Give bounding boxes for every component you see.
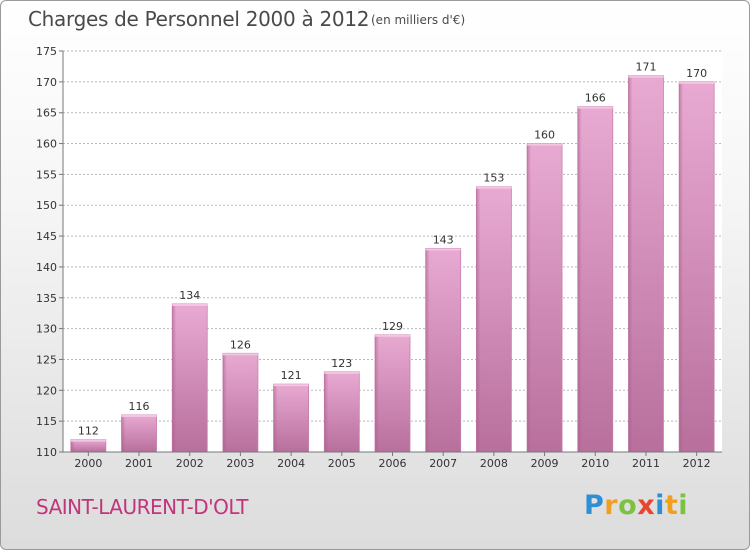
y-tick-label: 140 [36, 261, 57, 274]
x-tick-label: 2002 [176, 457, 204, 470]
x-tick-label: 2004 [277, 457, 305, 470]
x-tick-label: 2007 [429, 457, 457, 470]
bar-top [425, 248, 461, 251]
chart-subtitle: (en milliers d'€) [371, 13, 466, 27]
y-tick-label: 115 [36, 415, 57, 428]
bar [121, 414, 157, 453]
bar-top [172, 303, 208, 306]
bar-top [70, 439, 106, 442]
y-tick-label: 165 [36, 107, 57, 120]
x-tick-label: 2003 [226, 457, 254, 470]
bar-shade [527, 143, 532, 453]
bar [374, 334, 411, 453]
x-tick-label: 2006 [379, 457, 407, 470]
bar-shade [425, 248, 430, 452]
bar-shade [375, 334, 379, 452]
bar [425, 248, 462, 453]
x-tick-label: 2001 [125, 457, 153, 470]
bar-shade [324, 371, 329, 452]
y-tick-label: 120 [36, 384, 57, 397]
bar [475, 186, 512, 453]
bar [273, 383, 310, 453]
bar-top [577, 106, 613, 109]
bar-shade [70, 439, 75, 452]
x-tick-label: 2011 [632, 457, 660, 470]
logo-letter: i [678, 490, 689, 521]
bar [577, 106, 614, 453]
bar-value-label: 143 [433, 233, 454, 246]
y-tick-label: 175 [36, 45, 57, 58]
logo-letter: P [584, 490, 605, 521]
y-tick-label: 155 [36, 168, 57, 181]
bar-value-label: 160 [534, 129, 555, 142]
bar-shade [628, 75, 633, 452]
bar [678, 81, 715, 453]
y-tick-label: 110 [36, 446, 57, 459]
x-tick-label: 2012 [683, 457, 711, 470]
bar-value-label: 123 [331, 357, 352, 370]
bar-top [628, 75, 664, 78]
bar-value-label: 166 [585, 92, 606, 105]
x-tick-label: 2008 [480, 457, 508, 470]
bar-top [324, 371, 360, 374]
bar-top [476, 186, 512, 189]
bar-top [527, 143, 563, 146]
bar-shade [273, 384, 278, 452]
bar-shade [679, 81, 684, 452]
logo-letter: o [618, 490, 638, 521]
y-tick-label: 135 [36, 292, 57, 305]
bar-value-label: 116 [129, 400, 150, 413]
bar [323, 371, 360, 453]
logo-letter: t [664, 490, 679, 521]
proxiti-logo: Proxiti [584, 490, 688, 521]
bar [222, 352, 259, 453]
logo-letter: x [637, 490, 656, 521]
bar-value-label: 153 [483, 172, 504, 185]
bar-value-label: 126 [230, 338, 251, 351]
bar-top [375, 334, 410, 337]
bar-shade [476, 186, 481, 452]
y-tick-label: 150 [36, 199, 57, 212]
bar-shade [172, 303, 177, 452]
y-tick-label: 160 [36, 138, 57, 151]
bar-value-label: 129 [382, 320, 403, 333]
x-tick-label: 2010 [581, 457, 609, 470]
bar-value-label: 171 [635, 61, 656, 74]
y-tick-label: 170 [36, 76, 57, 89]
y-tick-label: 125 [36, 353, 57, 366]
bar-value-label: 112 [78, 425, 99, 438]
bar-shade [577, 106, 582, 453]
chart-title: Charges de Personnel 2000 à 2012 [28, 7, 370, 31]
bar-value-label: 121 [281, 369, 302, 382]
x-tick-label: 2005 [328, 457, 356, 470]
bar-shade [222, 353, 227, 452]
x-tick-label: 2009 [531, 457, 559, 470]
y-tick-label: 130 [36, 323, 57, 336]
bar [526, 143, 563, 453]
logo-letter: i [655, 490, 665, 521]
y-tick-label: 145 [36, 230, 57, 243]
bar-top [121, 414, 157, 417]
bar-top [222, 353, 258, 356]
bar [628, 75, 664, 453]
bar-value-label: 134 [179, 289, 200, 302]
bar [171, 303, 208, 453]
bar-shade [121, 414, 126, 452]
x-tick-label: 2000 [74, 457, 102, 470]
commune-name: SAINT-LAURENT-D'OLT [36, 495, 248, 519]
bar-top [679, 81, 715, 84]
logo-letter: r [604, 490, 619, 521]
bar-top [273, 384, 309, 387]
bar-value-label: 170 [686, 67, 707, 80]
